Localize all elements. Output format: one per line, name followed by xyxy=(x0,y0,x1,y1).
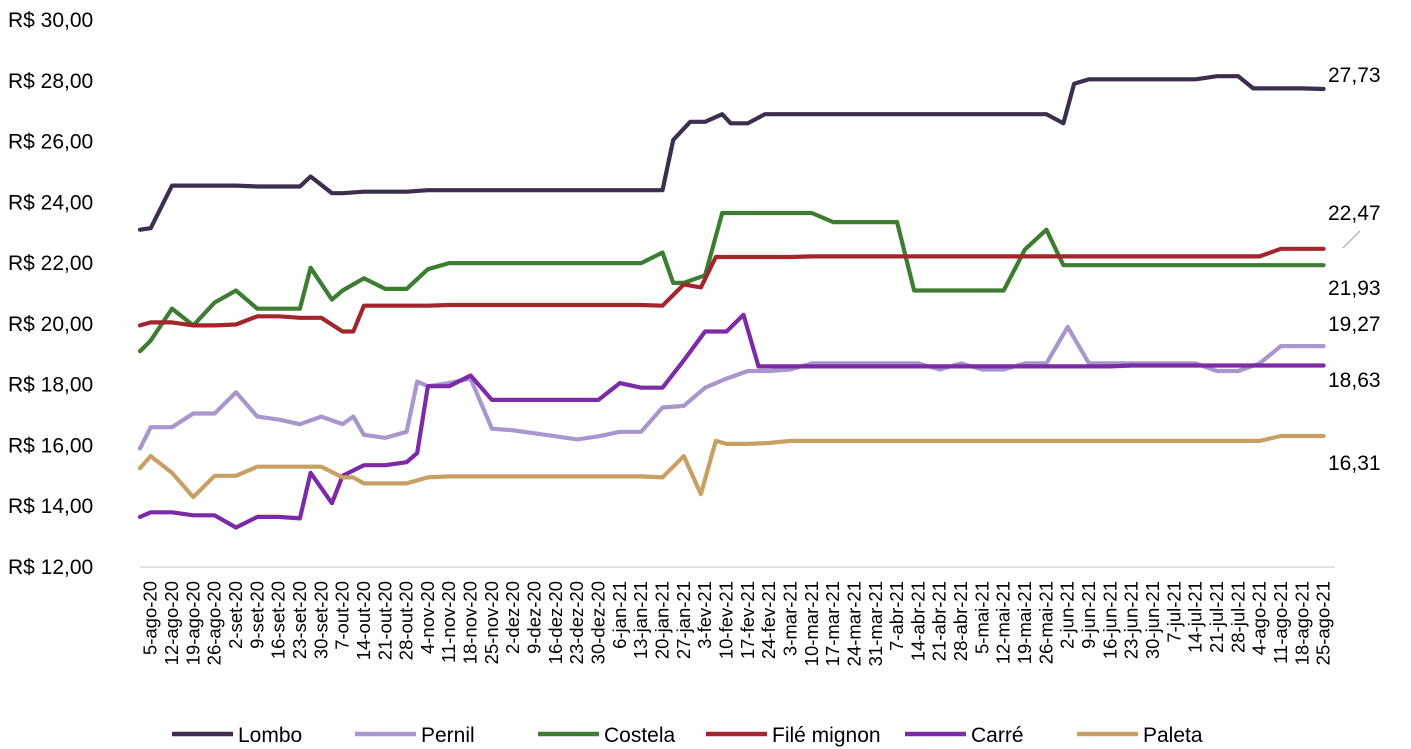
x-tick-label: 7-abr-21 xyxy=(886,581,907,651)
legend-label: Carré xyxy=(971,724,1024,747)
legend-item[interactable]: Carré xyxy=(905,724,1024,747)
x-tick-label: 4-nov-20 xyxy=(417,581,438,654)
x-axis: 5-ago-20 12-ago-20 19-ago-20 26-ago-20 2-set… xyxy=(140,566,1335,666)
data-label-end: 27,73 xyxy=(1328,64,1381,87)
x-tick-label: 10-fev-21 xyxy=(715,581,736,659)
legend[interactable]: Lombo Pernil Costela Filé mignon Carré Paleta xyxy=(172,724,1203,747)
legend-label: Paleta xyxy=(1143,724,1203,747)
label-leader-line xyxy=(1342,230,1361,249)
x-tick-label: 26-mai-21 xyxy=(1035,581,1056,664)
series-line-pernil xyxy=(137,324,1326,451)
y-tick-label: R$ 12,00 xyxy=(8,556,93,579)
x-tick-label: 21-abr-21 xyxy=(929,581,950,661)
x-tick-label: 18-nov-20 xyxy=(460,581,481,664)
legend-label: Costela xyxy=(604,724,676,747)
x-tick-label: 7-out-20 xyxy=(332,581,353,650)
x-tick-label: 9-set-20 xyxy=(246,581,267,649)
x-tick-label: 9-jun-21 xyxy=(1078,581,1099,649)
x-tick-label: 20-jan-21 xyxy=(651,581,672,659)
legend-item[interactable]: Costela xyxy=(538,724,676,747)
x-tick-label: 30-set-20 xyxy=(310,581,331,659)
x-tick-label: 14-abr-21 xyxy=(907,581,928,661)
x-tick-label: 14-out-20 xyxy=(353,581,374,660)
series-line-paleta xyxy=(137,433,1326,500)
x-tick-label: 16-jun-21 xyxy=(1099,581,1120,659)
y-tick-label: R$ 18,00 xyxy=(8,374,93,397)
legend-item[interactable]: Filé mignon xyxy=(706,724,881,747)
x-tick-label: 27-jan-21 xyxy=(673,581,694,659)
x-tick-label: 11-ago-21 xyxy=(1270,581,1291,664)
x-tick-label: 24-mar-21 xyxy=(843,581,864,666)
x-tick-label: 11-nov-20 xyxy=(438,581,459,663)
legend-label: Pernil xyxy=(421,724,475,747)
x-tick-label: 19-mai-21 xyxy=(1014,581,1035,664)
x-tick-label: 6-jan-21 xyxy=(609,581,630,649)
data-label-end: 21,93 xyxy=(1328,277,1381,300)
x-tick-label: 12-ago-20 xyxy=(161,581,182,665)
data-label-end: 22,47 xyxy=(1328,202,1381,225)
data-labels: 27,73 19,27 21,93 22,47 18,63 16,31 xyxy=(1328,64,1381,475)
x-tick-label: 28-abr-21 xyxy=(950,581,971,661)
series-line-file-mignon xyxy=(137,246,1326,334)
x-tick-label: 17-fev-21 xyxy=(737,581,758,659)
x-tick-label: 30-dez-20 xyxy=(588,581,609,664)
x-tick-label: 23-set-20 xyxy=(289,581,310,659)
x-tick-label: 17-mar-21 xyxy=(822,581,843,666)
series-lines xyxy=(137,74,1326,530)
x-tick-label: 2-jun-21 xyxy=(1057,581,1078,649)
legend-label: Filé mignon xyxy=(772,724,881,747)
x-tick-label: 30-jun-21 xyxy=(1142,581,1163,659)
y-tick-label: R$ 22,00 xyxy=(8,252,93,275)
legend-label: Lombo xyxy=(238,724,302,747)
y-tick-label: R$ 20,00 xyxy=(8,313,93,336)
x-tick-label: 13-jan-21 xyxy=(630,581,651,659)
y-tick-label: R$ 24,00 xyxy=(8,191,93,214)
data-label-end: 16,31 xyxy=(1328,452,1381,475)
x-tick-label: 25-ago-21 xyxy=(1313,581,1334,665)
x-tick-label: 5-ago-20 xyxy=(140,581,161,655)
x-tick-label: 3-mar-21 xyxy=(779,581,800,656)
data-label-end: 19,27 xyxy=(1328,313,1381,336)
x-tick-label: 23-dez-20 xyxy=(566,581,587,664)
y-tick-label: R$ 28,00 xyxy=(8,70,93,93)
y-tick-label: R$ 30,00 xyxy=(8,9,93,32)
x-tick-label: 24-fev-21 xyxy=(758,581,779,659)
x-tick-label: 31-mar-21 xyxy=(865,581,886,666)
x-tick-label: 12-mai-21 xyxy=(993,581,1014,664)
x-tick-label: 2-set-20 xyxy=(225,581,246,649)
legend-item[interactable]: Lombo xyxy=(172,724,302,747)
x-tick-label: 23-jun-21 xyxy=(1121,581,1142,659)
series-line-lombo xyxy=(137,74,1326,232)
x-tick-label: 16-set-20 xyxy=(268,581,289,659)
y-tick-label: R$ 16,00 xyxy=(8,434,93,457)
x-tick-label: 18-ago-21 xyxy=(1291,581,1312,665)
x-tick-label: 14-jul-21 xyxy=(1185,581,1206,653)
series-line-carre xyxy=(137,312,1326,530)
x-tick-label: 21-jul-21 xyxy=(1206,581,1227,653)
y-tick-label: R$ 26,00 xyxy=(8,131,93,154)
x-tick-label: 16-dez-20 xyxy=(545,581,566,664)
x-tick-label: 2-dez-20 xyxy=(502,581,523,654)
x-tick-label: 25-nov-20 xyxy=(481,581,502,664)
y-axis: R$ 12,00 R$ 14,00 R$ 16,00 R$ 18,00 R$ 20,00… xyxy=(8,9,93,579)
x-tick-label: 9-dez-20 xyxy=(524,581,545,654)
x-tick-label: 5-mai-21 xyxy=(971,581,992,654)
data-label-end: 18,63 xyxy=(1328,369,1381,392)
legend-item[interactable]: Paleta xyxy=(1077,724,1203,747)
x-tick-label: 4-ago-21 xyxy=(1249,581,1270,655)
x-tick-label: 10-mar-21 xyxy=(801,581,822,666)
x-tick-label: 19-ago-20 xyxy=(182,581,203,665)
y-tick-label: R$ 14,00 xyxy=(8,495,93,518)
x-tick-label: 3-fev-21 xyxy=(694,581,715,649)
x-tick-label: 21-out-20 xyxy=(374,581,395,660)
series-line-costela xyxy=(137,210,1326,354)
x-tick-label: 28-jul-21 xyxy=(1227,581,1248,653)
legend-item[interactable]: Pernil xyxy=(355,724,475,747)
x-tick-label: 7-jul-21 xyxy=(1163,581,1184,643)
x-tick-label: 28-out-20 xyxy=(396,581,417,660)
x-tick-label: 26-ago-20 xyxy=(204,581,225,665)
